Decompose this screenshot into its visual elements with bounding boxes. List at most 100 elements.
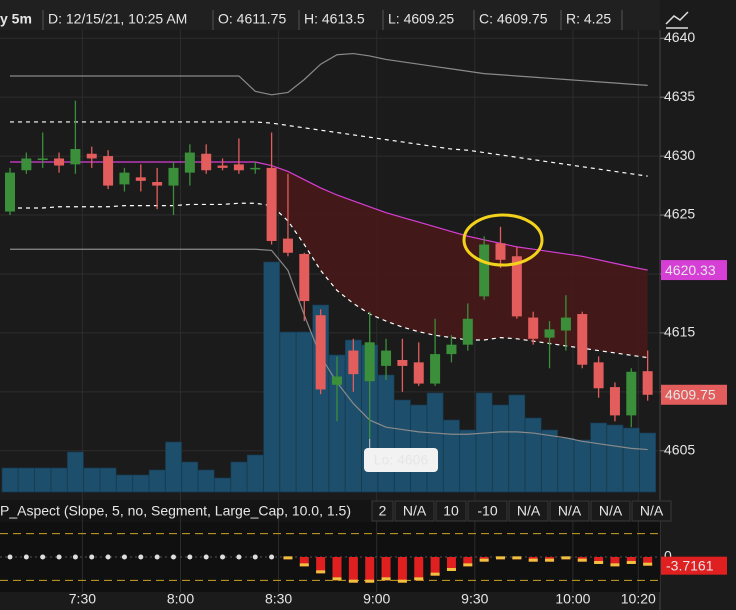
- indicator-line: [10, 52, 648, 96]
- candle-body: [315, 315, 326, 390]
- volume-bar: [34, 467, 52, 493]
- histogram-tip: [577, 558, 587, 562]
- indicator-line: [10, 202, 648, 359]
- price-tag: [661, 384, 727, 405]
- bar-range: R: 4.25: [566, 11, 611, 27]
- histogram-tip: [626, 561, 636, 564]
- candle-body: [266, 167, 277, 241]
- volume-bar: [443, 419, 460, 493]
- zero-dot: [23, 554, 29, 560]
- histogram-bar: [430, 557, 440, 576]
- histogram-tip: [446, 568, 456, 571]
- histogram-tip: [430, 572, 440, 576]
- value-tag: [661, 556, 727, 575]
- histogram-tip: [365, 579, 375, 583]
- x-tick-label: 10:00: [555, 591, 590, 607]
- candle-body: [462, 318, 473, 345]
- candle-body: [446, 344, 457, 355]
- zero-dot: [105, 554, 111, 560]
- symbol: y 5m: [0, 11, 32, 27]
- annotation-box: [364, 448, 438, 472]
- volume-bar: [394, 399, 411, 493]
- volume-bar: [573, 439, 591, 493]
- histogram-bar: [610, 557, 620, 567]
- volume-bar: [18, 467, 35, 493]
- histogram-bar: [463, 557, 473, 567]
- candle-body: [103, 156, 114, 186]
- candle-body: [609, 387, 620, 416]
- indicator-title: P_Aspect (Slope, 5, no, Segment, Large_C…: [0, 503, 351, 519]
- highlight-circle: [462, 213, 544, 267]
- param-box: [371, 500, 394, 522]
- candle-body: [642, 371, 653, 395]
- bar-low: L: 4609.25: [388, 11, 454, 27]
- volume-bar: [459, 429, 477, 493]
- indicator-line: [10, 161, 648, 271]
- histogram-tip: [479, 558, 489, 562]
- candle-body: [119, 172, 130, 185]
- candle-body: [86, 153, 97, 159]
- x-tick-label: 8:30: [265, 591, 292, 607]
- volume-bar: [246, 454, 264, 493]
- volume-bar: [328, 354, 346, 493]
- volume-bar: [230, 461, 248, 493]
- value-tag-label: -3.7161: [666, 557, 714, 573]
- candle-body: [430, 354, 441, 384]
- param-label: N/A: [599, 503, 623, 519]
- zero-dot: [154, 554, 160, 560]
- zero-dot: [203, 554, 209, 560]
- volume-bar: [377, 374, 395, 493]
- y-tick-label: 4640: [664, 29, 695, 45]
- zero-dot: [269, 554, 275, 560]
- volume-bar: [475, 392, 493, 493]
- volume-bar: [492, 404, 509, 493]
- histogram-bar: [348, 557, 358, 583]
- candle-body: [577, 314, 588, 365]
- volume-bar: [181, 461, 199, 493]
- candle-body: [348, 350, 359, 375]
- histogram-tip: [414, 577, 424, 581]
- front-layer: 460546104615462046254630463546407:308:00…: [0, 29, 727, 607]
- candle-body: [282, 238, 293, 253]
- style-icon[interactable]: [665, 11, 689, 29]
- param-label: N/A: [403, 503, 427, 519]
- zero-dot: [121, 554, 127, 560]
- candle-body: [560, 317, 571, 331]
- param-box: [549, 500, 590, 522]
- histogram-tip: [463, 563, 473, 567]
- histogram-bar: [381, 557, 391, 581]
- candle-body: [21, 158, 32, 171]
- histogram-tip: [332, 577, 342, 581]
- histogram-tip: [381, 577, 391, 581]
- back-layer: [0, 30, 665, 592]
- histogram-bar: [594, 557, 604, 564]
- histogram-tip: [528, 558, 538, 562]
- volume-bar: [1, 467, 19, 493]
- volume-bar: [524, 417, 542, 493]
- histogram-tip: [397, 579, 407, 583]
- histogram-bar: [332, 557, 342, 581]
- y-tick-label: 4625: [664, 206, 695, 222]
- candle-body: [626, 371, 637, 416]
- volume-bar: [148, 469, 166, 493]
- price-tag: [661, 260, 727, 281]
- zero-dot: [7, 554, 13, 560]
- candle-body: [413, 362, 424, 384]
- param-label: N/A: [558, 503, 582, 519]
- param-label: N/A: [517, 503, 541, 519]
- candle-body: [299, 253, 310, 302]
- candle-body: [217, 165, 228, 168]
- histogram-bar: [626, 557, 636, 564]
- candle-body: [250, 167, 261, 170]
- volume-bar: [263, 261, 280, 493]
- bar-high: H: 4613.5: [304, 11, 365, 27]
- volume-bar: [50, 467, 68, 493]
- indicator-line: [10, 248, 648, 451]
- candle-body: [364, 342, 375, 382]
- zero-dot: [56, 554, 62, 560]
- candle-body: [495, 243, 506, 260]
- param-box: [467, 500, 508, 522]
- volume-bar: [622, 427, 640, 493]
- histogram-tip: [643, 562, 653, 566]
- y-tick-label: 4635: [664, 88, 695, 104]
